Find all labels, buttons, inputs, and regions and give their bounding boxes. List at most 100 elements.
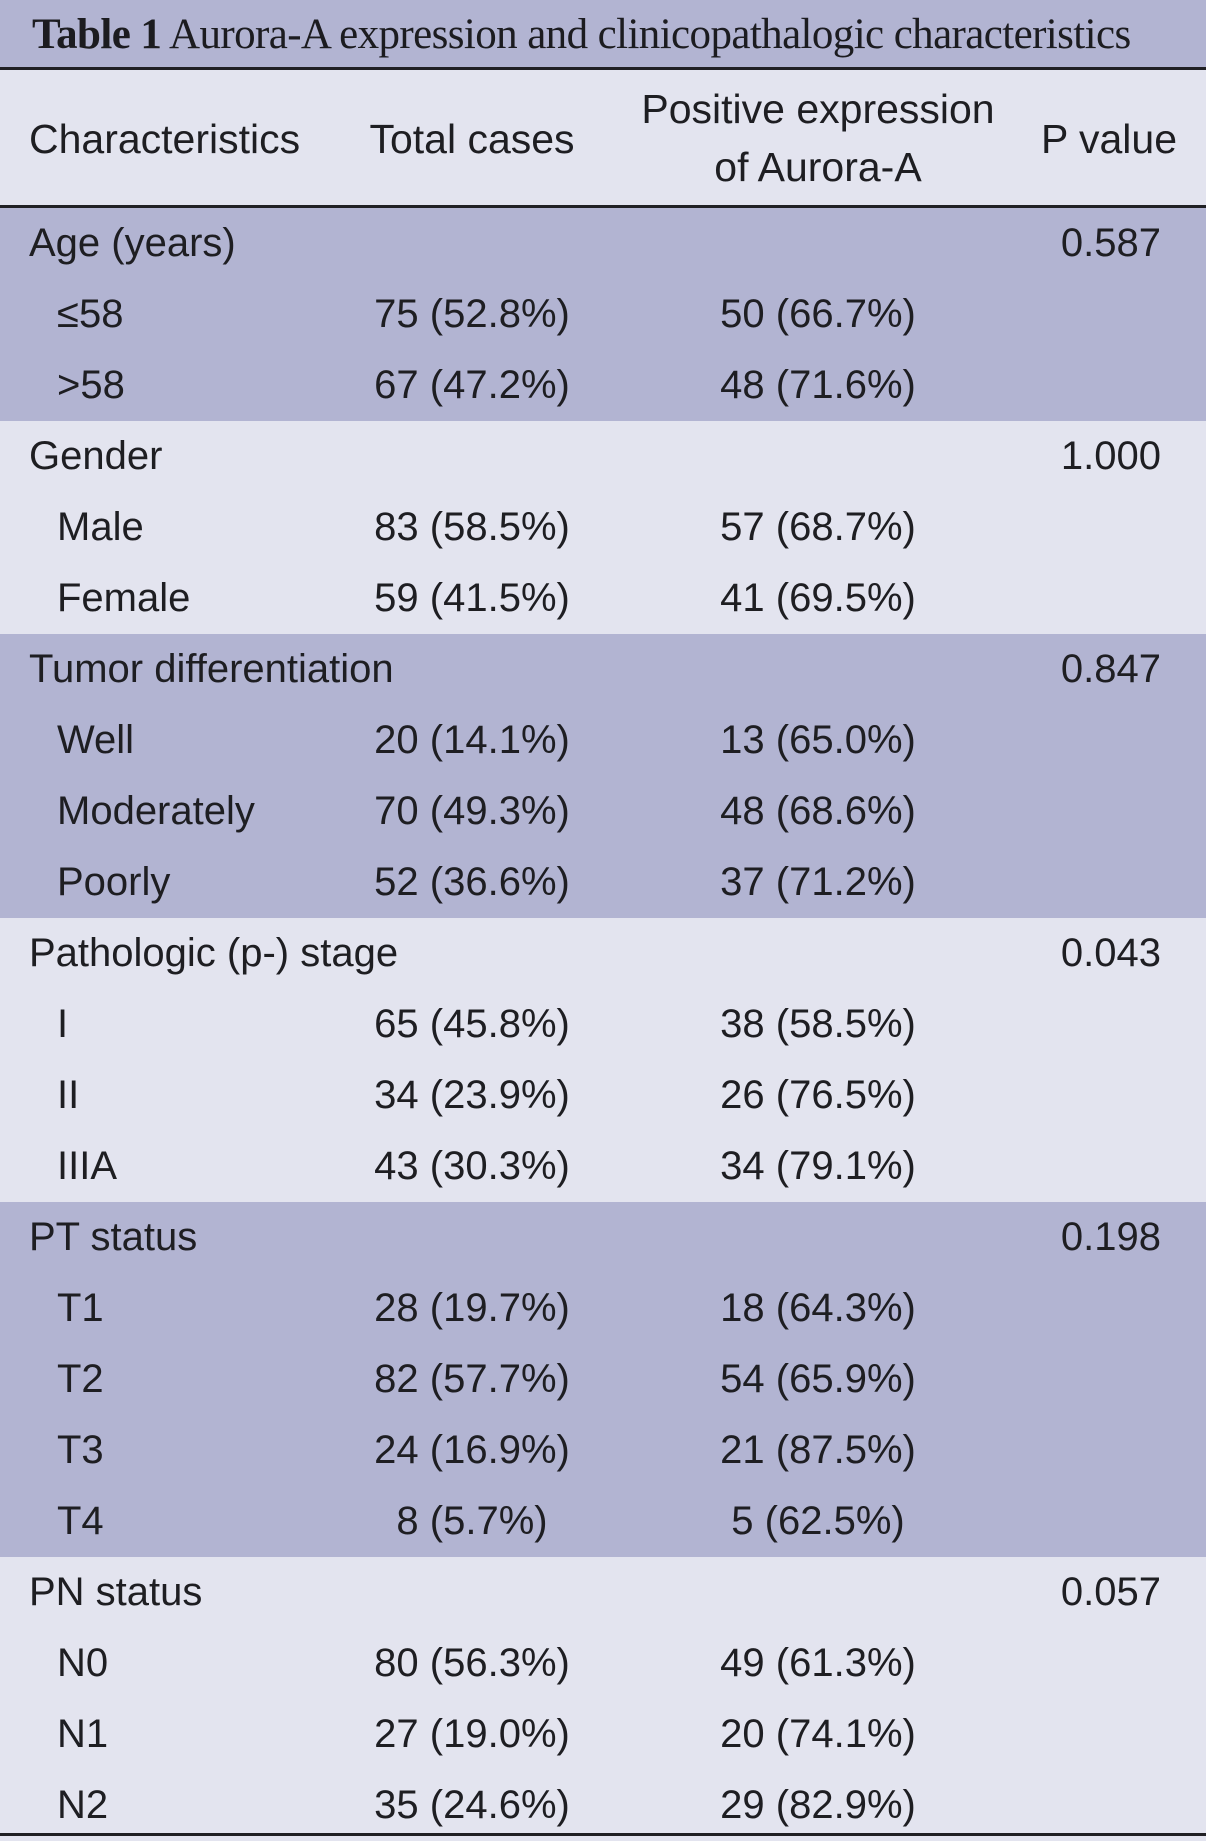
total-cases-value: 67 (47.2%): [374, 363, 570, 407]
row-label: I: [57, 1002, 69, 1046]
table-row: N2 35 (24.6%) 29 (82.9%): [0, 1770, 1206, 1841]
total-cases-value: 70 (49.3%): [374, 789, 570, 833]
positive-expression-value: 13 (65.0%): [720, 718, 916, 762]
table-row: N0 80 (56.3%) 49 (61.3%): [0, 1628, 1206, 1699]
header-total-cases: Total cases: [369, 116, 575, 162]
positive-expression-value: 50 (66.7%): [720, 292, 916, 336]
row-label: T2: [57, 1357, 104, 1401]
section-header-row: Gender 1.000: [0, 421, 1206, 492]
section-header-row: Age (years) 0.587: [0, 208, 1206, 279]
row-label: N1: [57, 1712, 109, 1756]
row-label: T4: [57, 1499, 104, 1543]
positive-expression-value: 54 (65.9%): [720, 1357, 916, 1401]
row-label: T1: [57, 1286, 104, 1330]
section-label: Gender: [29, 434, 163, 478]
table-row: IIIA 43 (30.3%) 34 (79.1%): [0, 1131, 1206, 1202]
positive-expression-value: 20 (74.1%): [720, 1712, 916, 1756]
section-label: Tumor differentiation: [29, 647, 394, 691]
positive-expression-value: 21 (87.5%): [720, 1428, 916, 1472]
table-row: Well 20 (14.1%) 13 (65.0%): [0, 705, 1206, 776]
section-p-value: 0.847: [1060, 647, 1161, 691]
positive-expression-value: 41 (69.5%): [720, 576, 916, 620]
row-label: II: [57, 1073, 80, 1117]
positive-expression-value: 18 (64.3%): [720, 1286, 916, 1330]
row-label: Well: [57, 718, 135, 762]
table-row: N1 27 (19.0%) 20 (74.1%): [0, 1699, 1206, 1770]
table-section: Tumor differentiation 0.847 Well 20 (14.1%)…: [0, 634, 1206, 918]
positive-expression-value: 48 (71.6%): [720, 363, 916, 407]
positive-expression-value: 37 (71.2%): [720, 860, 916, 904]
positive-expression-value: 34 (79.1%): [720, 1144, 916, 1188]
header-p-value: P value: [1040, 116, 1177, 162]
header-positive-line2: of Aurora-A: [714, 144, 922, 190]
table-row: II 34 (23.9%) 26 (76.5%): [0, 1060, 1206, 1131]
table-row: Poorly 52 (36.6%) 37 (71.2%): [0, 847, 1206, 918]
table-row: T3 24 (16.9%) 21 (87.5%): [0, 1415, 1206, 1486]
total-cases-value: 83 (58.5%): [374, 505, 570, 549]
row-label: N0: [57, 1641, 109, 1685]
section-label: PT status: [29, 1215, 198, 1259]
total-cases-value: 75 (52.8%): [374, 292, 570, 336]
total-cases-value: 8 (5.7%): [396, 1499, 548, 1543]
table-section: Age (years) 0.587 ≤58 75 (52.8%) 50 (66.7%) >…: [0, 208, 1206, 421]
table-caption: Aurora-A expression and clinicopathalogi…: [169, 11, 1131, 58]
total-cases-value: 34 (23.9%): [374, 1073, 570, 1117]
section-label: Pathologic (p-) stage: [29, 931, 399, 975]
positive-expression-value: 29 (82.9%): [720, 1783, 916, 1827]
table-row: T4 8 (5.7%) 5 (62.5%): [0, 1486, 1206, 1557]
total-cases-value: 24 (16.9%): [374, 1428, 570, 1472]
table-section: Pathologic (p-) stage 0.043 I 65 (45.8%) 38 …: [0, 918, 1206, 1202]
header-characteristics: Characteristics: [29, 116, 301, 162]
table-row: ≤58 75 (52.8%) 50 (66.7%): [0, 279, 1206, 350]
table-section: Gender 1.000 Male 83 (58.5%) 57 (68.7%) Femal…: [0, 421, 1206, 634]
row-label: Poorly: [57, 860, 171, 904]
positive-expression-value: 48 (68.6%): [720, 789, 916, 833]
total-cases-value: 43 (30.3%): [374, 1144, 570, 1188]
section-header-row: Pathologic (p-) stage 0.043: [0, 918, 1206, 989]
row-label: >58: [57, 363, 125, 407]
section-label: Age (years): [29, 221, 236, 265]
total-cases-value: 52 (36.6%): [374, 860, 570, 904]
positive-expression-value: 49 (61.3%): [720, 1641, 916, 1685]
row-label: N2: [57, 1783, 109, 1827]
positive-expression-value: 38 (58.5%): [720, 1002, 916, 1046]
total-cases-value: 28 (19.7%): [374, 1286, 570, 1330]
table-row: T1 28 (19.7%) 18 (64.3%): [0, 1273, 1206, 1344]
row-label: T3: [57, 1428, 104, 1472]
total-cases-value: 20 (14.1%): [374, 718, 570, 762]
positive-expression-value: 26 (76.5%): [720, 1073, 916, 1117]
row-label: Female: [57, 576, 191, 620]
table-row: T2 82 (57.7%) 54 (65.9%): [0, 1344, 1206, 1415]
total-cases-value: 59 (41.5%): [374, 576, 570, 620]
table-row: Male 83 (58.5%) 57 (68.7%): [0, 492, 1206, 563]
bottom-rule: [0, 1833, 1206, 1836]
positive-expression-value: 5 (62.5%): [731, 1499, 905, 1543]
section-header-row: PN status 0.057: [0, 1557, 1206, 1628]
table-title-bar: Table 1 Aurora-A expression and clinicop…: [0, 0, 1206, 70]
table-row: Moderately 70 (49.3%) 48 (68.6%): [0, 776, 1206, 847]
table-section: PN status 0.057 N0 80 (56.3%) 49 (61.3%) N1 27…: [0, 1557, 1206, 1841]
row-label: Male: [57, 505, 144, 549]
total-cases-value: 27 (19.0%): [374, 1712, 570, 1756]
section-p-value: 0.198: [1060, 1215, 1161, 1259]
table-header: Characteristics Total cases Positive exp…: [0, 70, 1206, 208]
table-row: I 65 (45.8%) 38 (58.5%): [0, 989, 1206, 1060]
total-cases-value: 80 (56.3%): [374, 1641, 570, 1685]
section-p-value: 0.057: [1060, 1570, 1161, 1614]
section-p-value: 0.587: [1060, 221, 1161, 265]
section-header-row: PT status 0.198: [0, 1202, 1206, 1273]
table-title: Table 1 Aurora-A expression and clinicop…: [32, 11, 1131, 59]
section-header-row: Tumor differentiation 0.847: [0, 634, 1206, 705]
row-label: ≤58: [57, 292, 124, 336]
table-section: PT status 0.198 T1 28 (19.7%) 18 (64.3%) T2 82…: [0, 1202, 1206, 1557]
header-positive-line1: Positive expression: [641, 86, 995, 132]
section-p-value: 1.000: [1060, 434, 1161, 478]
total-cases-value: 65 (45.8%): [374, 1002, 570, 1046]
total-cases-value: 35 (24.6%): [374, 1783, 570, 1827]
table-row: Female 59 (41.5%) 41 (69.5%): [0, 563, 1206, 634]
section-label: PN status: [29, 1570, 203, 1614]
positive-expression-value: 57 (68.7%): [720, 505, 916, 549]
row-label: Moderately: [57, 789, 255, 833]
total-cases-value: 82 (57.7%): [374, 1357, 570, 1401]
row-label: IIIA: [57, 1144, 118, 1188]
